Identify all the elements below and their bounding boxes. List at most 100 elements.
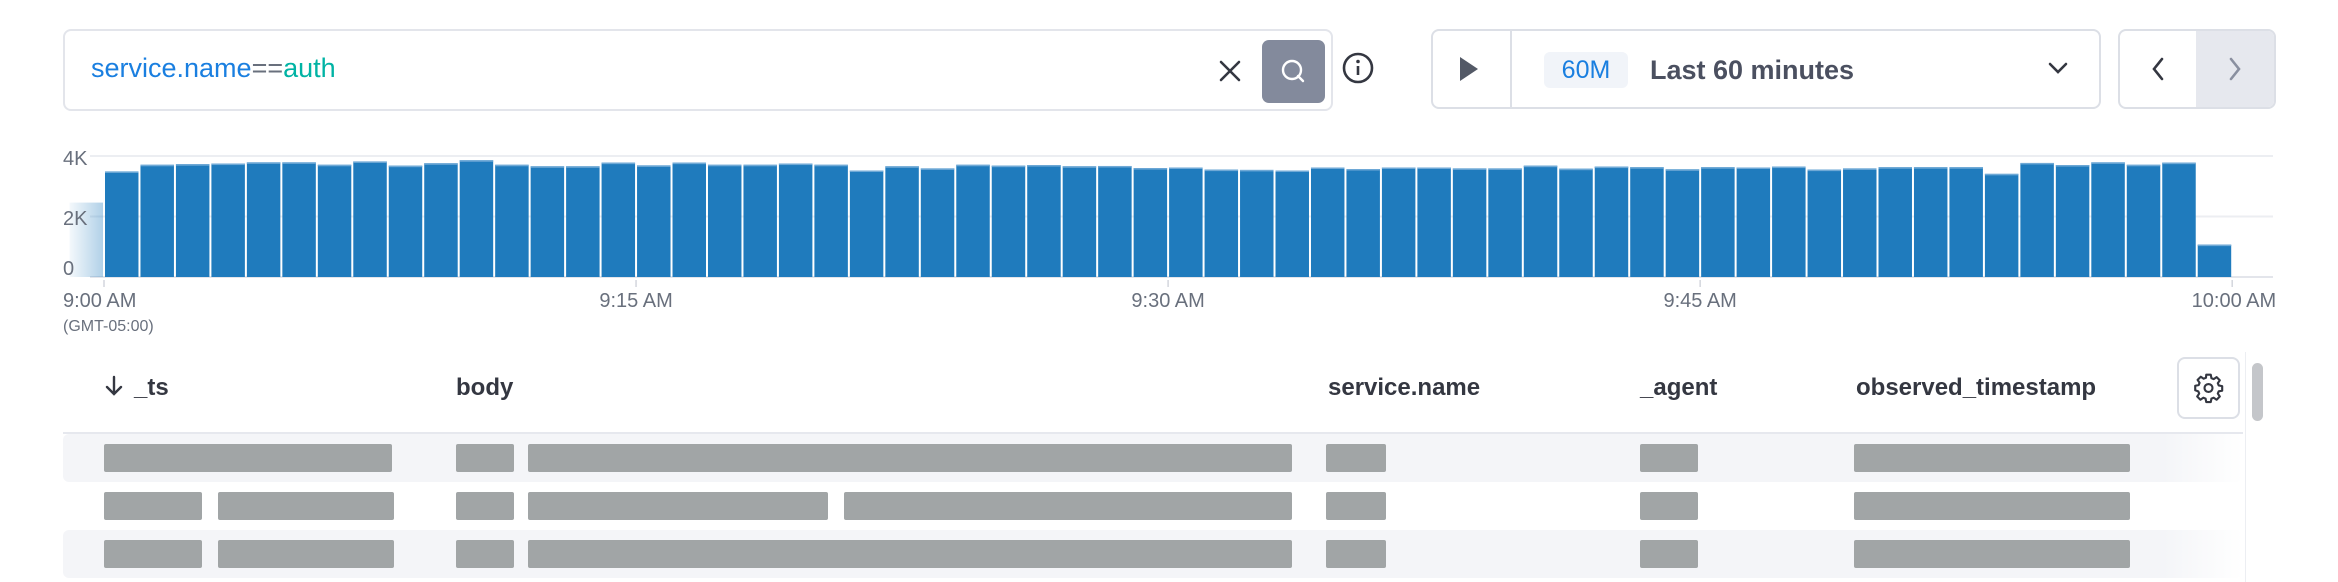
refresh-play-button[interactable] [1433,31,1512,107]
table-row[interactable] [63,530,2243,578]
bar-9:40[interactable] [1523,165,1558,277]
bar-9:41[interactable] [1559,168,1593,277]
bar-9:33[interactable] [1275,170,1309,277]
column-header-agent[interactable]: _agent [1640,374,1718,401]
column-header-observed-timestamp[interactable]: observed_timestamp [1856,374,2097,401]
bar-9:58[interactable] [2162,162,2196,277]
bar-9:28[interactable] [1098,165,1132,277]
bar-9:44[interactable] [1665,169,1700,277]
bar-9:15[interactable] [637,165,671,277]
bar-9:51[interactable] [1913,167,1948,277]
bar-9:23[interactable] [920,168,955,277]
bar-9:03[interactable] [211,163,245,277]
bar-9:14[interactable] [601,162,636,277]
bar-9:27[interactable] [1062,166,1097,277]
bar-9:36[interactable] [1381,167,1416,277]
scrollbar-thumb[interactable] [2252,363,2263,421]
bar-9:06[interactable] [317,164,352,277]
column-header-service-name[interactable]: service.name [1328,374,1481,401]
search-input[interactable]: service.name==auth [63,29,1333,111]
bar-9:10[interactable] [459,160,494,277]
bar-cap [743,164,777,167]
bar-cap [1488,168,1522,170]
bar-9:42[interactable] [1594,166,1629,277]
bar-9:00[interactable] [105,171,139,277]
chevron-down-icon[interactable] [2043,53,2073,83]
bar-9:17[interactable] [707,164,742,277]
bar-9:05[interactable] [282,162,316,277]
bar-9:18[interactable] [743,164,777,277]
bar-9:46[interactable] [1736,167,1771,277]
search-button[interactable] [1262,40,1325,103]
previous-range-button[interactable] [2120,31,2196,107]
histogram-chart[interactable] [0,130,2338,350]
bar-9:31[interactable] [1204,169,1239,277]
bar-9:49[interactable] [1843,168,1877,277]
time-range-picker[interactable]: 60M Last 60 minutes [1431,29,2101,109]
bar-9:56[interactable] [2091,162,2125,277]
bar-cap [707,164,742,167]
bar-9:59[interactable] [2197,244,2232,277]
bar-9:25[interactable] [991,165,1026,277]
bar-9:34[interactable] [1310,167,1345,277]
bar-9:57[interactable] [2126,164,2161,277]
next-range-button[interactable] [2196,31,2274,107]
bar-9:02[interactable] [175,164,210,277]
skeleton-ts [104,540,202,568]
y-tick-label: 0 [63,258,75,280]
bar-cap [778,163,813,166]
bar-9:08[interactable] [388,165,423,277]
bar-9:45[interactable] [1701,167,1735,277]
bar-9:30[interactable] [1169,167,1203,277]
bar-9:37[interactable] [1417,167,1451,277]
table-row[interactable] [63,434,2243,482]
table-row[interactable] [63,482,2243,530]
bar-partial[interactable] [69,202,103,277]
bar-cap [105,171,139,173]
bar-9:52[interactable] [1949,167,1983,277]
bar-9:48[interactable] [1807,169,1842,277]
bar-9:20[interactable] [814,164,848,277]
bar-9:43[interactable] [1630,167,1664,277]
bar-9:04[interactable] [246,162,281,277]
query-text[interactable]: service.name==auth [91,53,336,84]
scrollbar-track[interactable] [2245,352,2270,582]
search-icon [1281,59,1305,83]
column-settings-button[interactable] [2177,357,2240,419]
bar-9:12[interactable] [530,166,565,277]
column-header-ts[interactable]: _ts [104,374,169,402]
bar-cap [424,163,458,165]
bar-9:39[interactable] [1488,168,1522,277]
bar-cap [566,166,600,168]
bar-9:55[interactable] [2055,165,2090,277]
bar-9:24[interactable] [956,164,990,277]
bar-cap [2091,162,2125,164]
bar-9:54[interactable] [2020,162,2054,277]
info-icon[interactable] [1340,50,1376,86]
bar-9:01[interactable] [140,164,174,277]
close-icon[interactable] [1210,51,1250,91]
bar-9:35[interactable] [1346,169,1380,277]
bar-9:19[interactable] [778,163,813,277]
bar-9:47[interactable] [1772,166,1806,277]
bar-9:13[interactable] [566,166,600,277]
bar-9:38[interactable] [1452,168,1487,277]
bar-9:21[interactable] [849,170,884,277]
time-range-label[interactable]: Last 60 minutes [1650,55,1855,85]
bar-9:50[interactable] [1878,167,1912,277]
skeleton-body [844,492,1292,520]
bar-9:09[interactable] [424,163,458,277]
bar-9:26[interactable] [1027,165,1061,277]
skeleton-service-name [1326,444,1386,472]
skeleton-agent [1640,540,1698,568]
bar-9:07[interactable] [353,161,387,277]
column-header-body[interactable]: body [456,374,514,401]
bar-9:22[interactable] [885,166,919,277]
bar-9:16[interactable] [672,162,706,277]
bar-9:53[interactable] [1984,173,2019,277]
bar-9:29[interactable] [1133,168,1168,277]
bar-cap [1310,167,1345,169]
bar-9:32[interactable] [1240,169,1274,277]
bar-9:11[interactable] [495,164,529,277]
bar-cap [1736,167,1771,169]
